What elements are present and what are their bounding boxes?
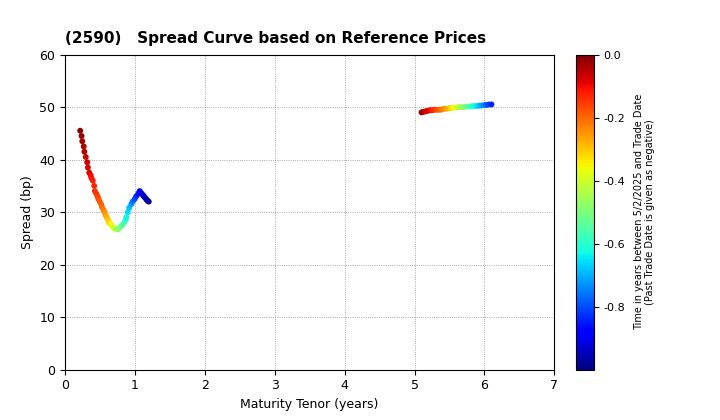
Point: [142, 197, 153, 204]
Point: [446, 105, 457, 112]
Point: [103, 219, 114, 226]
Point: [76, 138, 88, 144]
Point: [464, 103, 476, 110]
Point: [420, 108, 431, 115]
Point: [431, 106, 442, 113]
Point: [81, 159, 93, 165]
Point: [113, 226, 125, 232]
Point: [78, 148, 90, 155]
Y-axis label: Spread (bp): Spread (bp): [21, 175, 34, 249]
Point: [141, 196, 153, 203]
Point: [92, 193, 104, 199]
Point: [474, 102, 485, 109]
Point: [93, 196, 104, 202]
Point: [437, 106, 449, 113]
Text: (2590)   Spread Curve based on Reference Prices: (2590) Spread Curve based on Reference P…: [65, 32, 486, 47]
Point: [481, 102, 492, 108]
Y-axis label: Time in years between 5/2/2025 and Trade Date
(Past Trade Date is given as negat: Time in years between 5/2/2025 and Trade…: [634, 94, 655, 330]
Point: [483, 101, 495, 108]
Point: [87, 177, 99, 184]
Point: [138, 192, 149, 199]
Point: [84, 169, 95, 176]
Point: [89, 182, 100, 189]
Point: [120, 217, 132, 223]
Point: [438, 105, 450, 112]
Point: [138, 193, 150, 199]
Point: [469, 102, 481, 109]
Point: [91, 190, 102, 197]
Point: [97, 206, 109, 213]
Point: [104, 220, 116, 227]
Point: [94, 198, 106, 205]
Point: [106, 222, 117, 228]
Point: [80, 154, 91, 160]
Point: [455, 104, 467, 110]
Point: [127, 198, 138, 205]
Point: [129, 196, 140, 202]
Point: [96, 203, 107, 210]
Point: [135, 189, 146, 196]
Point: [123, 205, 135, 211]
Point: [86, 175, 97, 181]
Point: [101, 214, 112, 221]
Point: [136, 190, 148, 197]
Point: [435, 106, 446, 113]
Point: [76, 133, 87, 139]
Point: [422, 108, 433, 114]
Point: [467, 102, 478, 109]
Point: [109, 226, 121, 232]
Point: [119, 219, 130, 226]
Point: [458, 104, 469, 110]
Point: [451, 104, 462, 111]
Point: [108, 224, 120, 231]
Point: [472, 102, 483, 109]
Point: [78, 143, 89, 150]
X-axis label: Maturity Tenor (years): Maturity Tenor (years): [240, 398, 379, 411]
Point: [415, 109, 427, 116]
Point: [134, 188, 145, 194]
Point: [448, 104, 459, 111]
Point: [107, 223, 118, 230]
Point: [74, 127, 86, 134]
Point: [102, 217, 114, 223]
Point: [132, 190, 144, 197]
Point: [112, 226, 123, 233]
Point: [424, 107, 436, 114]
Point: [441, 105, 452, 112]
Point: [453, 104, 464, 110]
Point: [82, 164, 94, 171]
Point: [486, 101, 498, 108]
Point: [115, 223, 127, 230]
Point: [479, 102, 490, 108]
Point: [143, 198, 155, 205]
Point: [130, 193, 142, 199]
Point: [428, 106, 440, 113]
Point: [418, 108, 429, 115]
Point: [85, 172, 96, 179]
Point: [117, 222, 128, 228]
Point: [96, 201, 107, 207]
Point: [99, 211, 111, 218]
Point: [122, 209, 133, 215]
Point: [120, 214, 132, 221]
Point: [433, 106, 444, 113]
Point: [89, 188, 101, 194]
Point: [460, 103, 472, 110]
Point: [444, 105, 455, 112]
Point: [426, 107, 438, 114]
Point: [476, 102, 487, 109]
Point: [140, 194, 151, 201]
Point: [99, 209, 110, 215]
Point: [462, 103, 474, 110]
Point: [125, 201, 137, 207]
